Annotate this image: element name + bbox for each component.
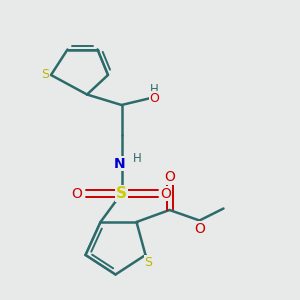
- Text: O: O: [72, 187, 83, 200]
- Text: O: O: [194, 222, 205, 236]
- Text: S: S: [145, 256, 152, 269]
- Text: H: H: [133, 152, 142, 166]
- Text: O: O: [165, 170, 176, 184]
- Text: H: H: [150, 82, 159, 96]
- Text: N: N: [113, 157, 125, 170]
- Text: O: O: [150, 92, 159, 105]
- Text: O: O: [160, 187, 171, 200]
- Text: S: S: [116, 186, 127, 201]
- Text: S: S: [41, 68, 49, 82]
